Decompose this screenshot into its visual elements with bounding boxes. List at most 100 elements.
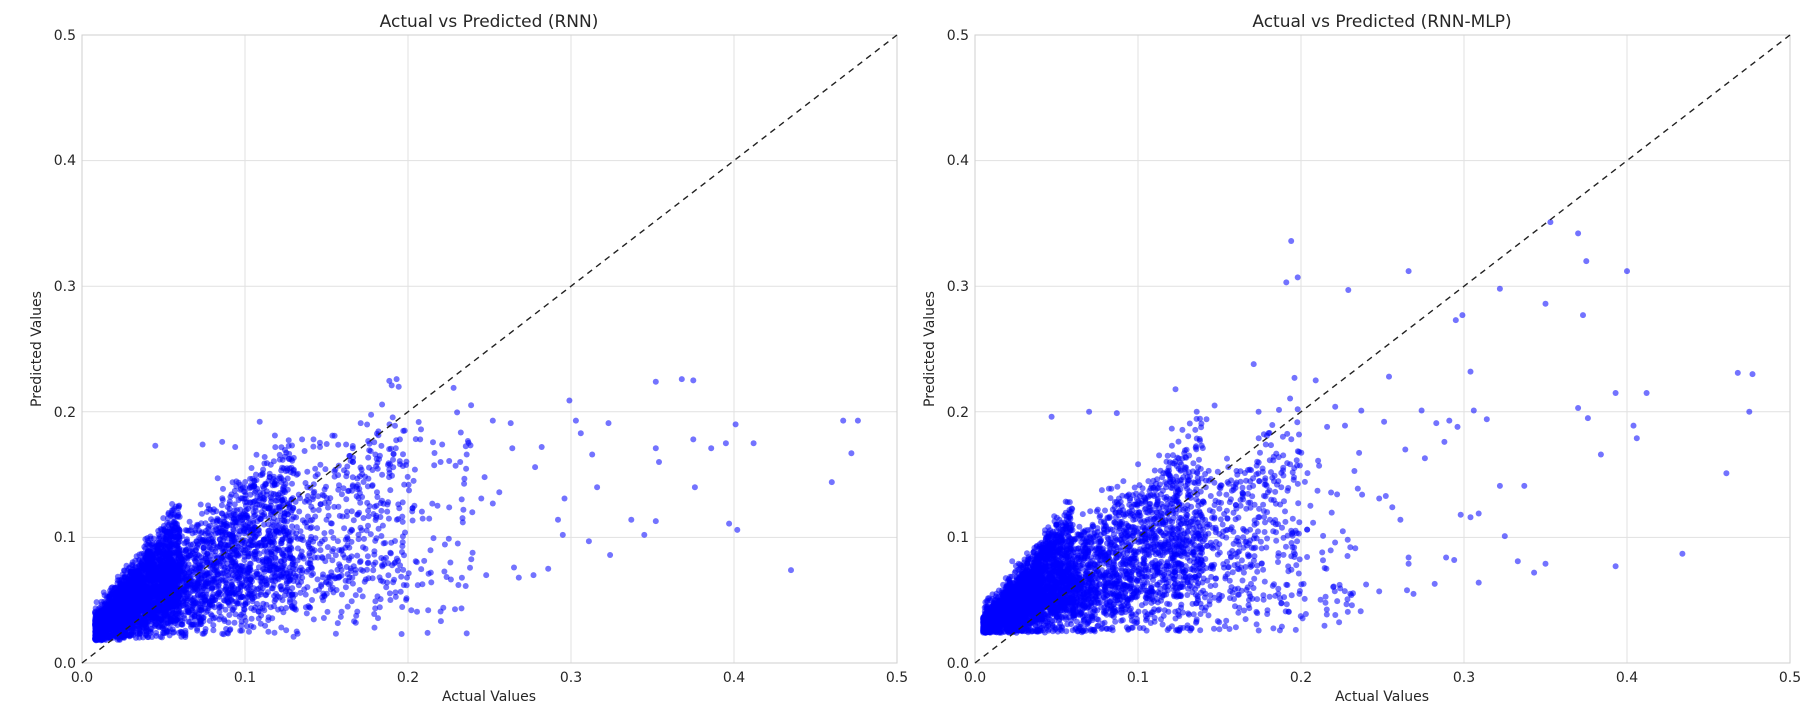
scatter-point [156,556,163,563]
scatter-point [302,591,309,598]
scatter-point [328,529,335,535]
scatter-point [242,617,249,624]
scatter-point [233,549,240,556]
scatter-point [195,565,202,571]
scatter-points [92,376,861,644]
scatter-point [298,578,305,585]
scatter-point [262,482,269,489]
scatter-point [298,552,304,559]
scatter-point [392,422,398,429]
scatter-point [708,445,715,452]
scatter-point [430,535,437,542]
scatter-point [181,587,188,594]
scatter-point [446,458,453,464]
scatter-point [415,419,422,425]
scatter-point [153,573,160,580]
scatter-point [419,515,426,522]
scatter-point [386,470,393,476]
scatter-point [269,519,276,525]
scatter-point [408,607,415,614]
scatter-point [515,574,522,581]
scatter-point [148,626,155,632]
scatter-point [387,487,394,494]
scatter-point [403,596,410,603]
scatter-point [256,501,263,508]
x-axis-label: Actual Values [442,689,536,705]
scatter-point [374,494,381,500]
scatter-point [286,465,293,472]
scatter-point [236,590,243,597]
scatter-point [175,532,182,539]
scatter-point [175,574,182,581]
scatter-point [691,484,698,491]
scatter-point [254,540,261,547]
scatter-point [250,518,257,524]
scatter-point [248,605,255,612]
scatter-point [171,603,178,610]
scatter-point [181,569,188,576]
scatter-point [286,564,293,571]
scatter-point [168,585,175,592]
x-tick-label: 0.3 [560,670,582,686]
scatter-point [359,593,366,600]
x-tick-label: 0.1 [234,670,256,686]
scatter-point [572,417,579,424]
scatter-point [212,614,219,621]
scatter-point [284,475,291,482]
scatter-point [641,531,648,538]
scatter-point [349,527,356,534]
scatter-point [369,483,376,489]
scatter-point [461,475,468,482]
scatter-point [256,418,263,425]
scatter-point [179,553,186,560]
scatter-point [414,608,420,615]
scatter-point [301,498,308,505]
scatter-point [171,556,178,563]
scatter-point [452,606,458,613]
scatter-point [218,555,225,562]
scatter-point [406,487,412,494]
scatter-point [383,584,390,591]
plot-frame [81,34,898,664]
scatter-point [294,545,301,552]
scatter-point [214,475,221,482]
scatter-point [324,544,331,551]
scatter-point [380,540,387,547]
scatter-point [437,618,444,625]
scatter-point [458,496,465,503]
scatter-point [289,480,295,487]
scatter-point [457,459,464,465]
scatter-point [197,501,204,508]
scatter-point [153,592,160,599]
scatter-point [257,620,264,627]
scatter-point [160,515,167,522]
scatter-point [628,516,635,523]
scatter-point [439,441,446,448]
scatter-point [788,567,794,574]
scatter-point [425,607,432,614]
y-axis-label: Predicted Values [29,291,45,407]
scatter-point [360,544,366,551]
scatter-point [467,564,473,571]
scatter-point [489,417,496,424]
scatter-point [178,629,185,635]
chart-title: Actual vs Predicted (RNN) [380,12,599,32]
scatter-point [336,512,343,519]
scatter-point [690,377,697,384]
scatter-point [468,556,475,563]
scatter-point [271,598,278,605]
scatter-point [332,630,339,637]
scatter-point [376,604,383,611]
scatter-point [386,590,393,597]
scatter-point [370,567,377,574]
scatter-point [450,384,457,391]
scatter-point [457,429,464,436]
scatter-point [198,575,205,581]
scatter-point [199,536,206,543]
scatter-point [308,564,315,571]
scatter-point [320,615,327,621]
scatter-point [261,511,268,518]
scatter-point [278,467,285,474]
scatter-point [269,536,276,543]
scatter-point [341,525,348,532]
